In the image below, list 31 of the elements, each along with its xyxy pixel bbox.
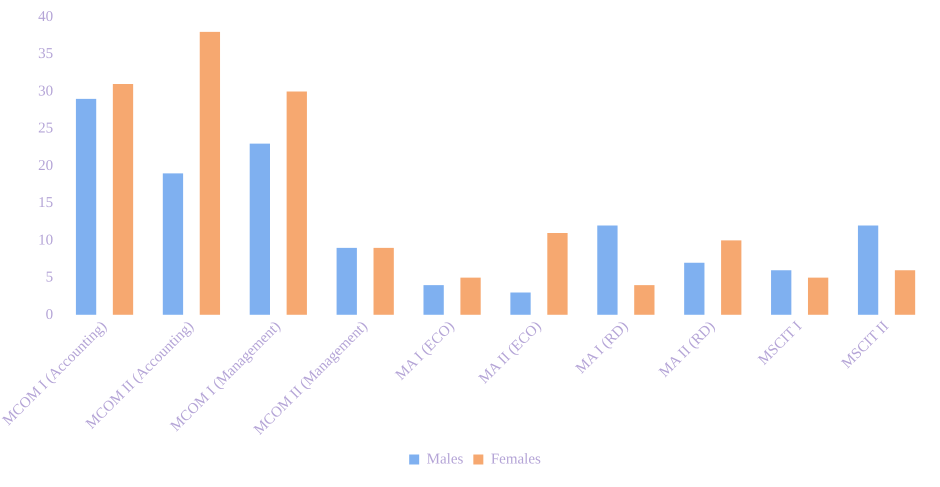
bar (250, 144, 270, 315)
y-tick-label: 25 (38, 120, 54, 137)
bar (597, 226, 618, 315)
bar (76, 98, 96, 315)
bar (162, 173, 184, 315)
y-tick-label: 0 (46, 306, 54, 323)
bar (721, 240, 742, 315)
bar (112, 84, 134, 315)
bar (374, 248, 394, 315)
bar (634, 285, 654, 315)
bar (200, 32, 220, 315)
y-tick-label: 10 (38, 232, 54, 248)
bar (510, 292, 531, 315)
bar (286, 91, 307, 315)
bar (808, 278, 828, 315)
bar (771, 270, 792, 315)
bar (858, 226, 878, 315)
y-tick-label: 30 (38, 83, 54, 100)
legend-label: Females (490, 451, 541, 468)
bar (684, 262, 704, 315)
bar (336, 248, 357, 315)
y-tick-label: 40 (38, 8, 54, 25)
y-tick-label: 35 (38, 46, 54, 62)
y-tick-label: 15 (38, 195, 54, 212)
bar (547, 232, 568, 315)
y-tick-label: 20 (38, 158, 54, 174)
y-tick-label: 5 (46, 270, 54, 286)
bar (460, 278, 481, 315)
legend-label: Males (426, 451, 464, 468)
bar (894, 270, 916, 315)
bar (423, 285, 444, 315)
